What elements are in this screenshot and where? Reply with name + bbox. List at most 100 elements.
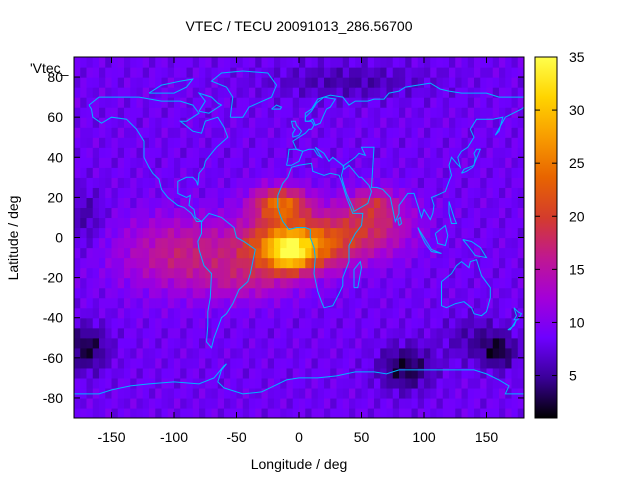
heatmap-cell xyxy=(111,157,119,168)
heatmap-cell xyxy=(80,277,88,289)
heatmap-cell xyxy=(411,337,419,349)
heatmap-cell xyxy=(92,337,100,349)
heatmap-cell xyxy=(411,237,419,249)
heatmap-cell xyxy=(411,107,419,118)
heatmap-cell xyxy=(280,97,288,108)
heatmap-cell xyxy=(249,237,256,249)
heatmap-cell xyxy=(242,247,250,259)
heatmap-cell xyxy=(274,147,281,158)
heatmap-cell xyxy=(261,147,269,158)
heatmap-cell xyxy=(261,77,269,88)
heatmap-cell xyxy=(136,147,144,158)
heatmap-cell xyxy=(105,97,113,108)
heatmap-cell xyxy=(349,327,356,339)
heatmap-cell xyxy=(149,77,156,88)
heatmap-cell xyxy=(92,297,100,309)
heatmap-cell xyxy=(380,317,388,329)
heatmap-cell xyxy=(386,357,394,369)
heatmap-cell xyxy=(80,107,88,118)
heatmap-cell xyxy=(486,237,494,249)
heatmap-cell xyxy=(336,287,344,299)
heatmap-cell xyxy=(136,137,144,148)
heatmap-cell xyxy=(424,317,431,329)
heatmap-cell xyxy=(74,367,81,379)
heatmap-cell xyxy=(255,277,263,289)
heatmap-cell xyxy=(142,267,150,279)
heatmap-cell xyxy=(211,207,219,219)
heatmap-cell xyxy=(267,67,275,78)
heatmap-cell xyxy=(299,207,306,219)
heatmap-cell xyxy=(274,287,281,299)
heatmap-cell xyxy=(361,367,369,379)
heatmap-cell xyxy=(442,187,450,198)
heatmap-cell xyxy=(411,97,419,108)
heatmap-cell xyxy=(105,407,113,418)
heatmap-cell xyxy=(417,287,425,299)
heatmap-cell xyxy=(317,127,325,138)
heatmap-cell xyxy=(167,377,175,389)
heatmap-cell xyxy=(111,57,119,68)
heatmap-cell xyxy=(92,327,100,339)
heatmap-cell xyxy=(211,237,219,249)
heatmap-cell xyxy=(124,357,131,369)
heatmap-cell xyxy=(299,287,306,299)
heatmap-cell xyxy=(455,137,463,148)
heatmap-cell xyxy=(311,127,319,138)
heatmap-cell xyxy=(292,137,300,148)
colorbar-tick-label: 15 xyxy=(569,261,585,277)
heatmap-cell xyxy=(411,77,419,88)
heatmap-cell xyxy=(99,227,106,239)
heatmap-cell xyxy=(342,197,350,209)
heatmap-cell xyxy=(386,387,394,399)
heatmap-cell xyxy=(255,297,263,309)
heatmap-cell xyxy=(505,217,513,229)
heatmap-cell xyxy=(330,177,338,188)
heatmap-cell xyxy=(199,97,206,108)
heatmap-cell xyxy=(330,407,338,418)
heatmap-cell xyxy=(480,197,488,209)
heatmap-cell xyxy=(199,227,206,239)
heatmap-cell xyxy=(367,277,375,289)
heatmap-cell xyxy=(417,397,425,409)
heatmap-cell xyxy=(161,217,169,229)
heatmap-cell xyxy=(374,407,381,418)
heatmap-cell xyxy=(305,157,313,168)
heatmap-cell xyxy=(517,147,524,158)
heatmap-cell xyxy=(242,377,250,389)
heatmap-cell xyxy=(474,107,481,118)
heatmap-cell xyxy=(74,67,81,78)
heatmap-cell xyxy=(442,97,450,108)
heatmap-cell xyxy=(380,147,388,158)
heatmap-cell xyxy=(142,147,150,158)
heatmap-cell xyxy=(305,387,313,399)
heatmap-cell xyxy=(467,117,475,128)
heatmap-cell xyxy=(199,77,206,88)
heatmap-cell xyxy=(199,197,206,209)
heatmap-cell xyxy=(474,347,481,359)
heatmap-cell xyxy=(486,257,494,269)
heatmap-cell xyxy=(230,167,238,178)
heatmap-cell xyxy=(430,97,438,108)
heatmap-cell xyxy=(155,187,163,198)
heatmap-cell xyxy=(405,227,413,239)
heatmap-cell xyxy=(467,177,475,188)
heatmap-cell xyxy=(317,337,325,349)
heatmap-cell xyxy=(305,227,313,239)
heatmap-cell xyxy=(292,397,300,409)
heatmap-cell xyxy=(399,187,406,198)
heatmap-cell xyxy=(111,87,119,98)
heatmap-cell xyxy=(480,397,488,409)
heatmap-cell xyxy=(74,227,81,239)
heatmap-cell xyxy=(380,97,388,108)
heatmap-cell xyxy=(430,57,438,68)
heatmap-cell xyxy=(499,297,506,309)
heatmap-cell xyxy=(174,67,181,78)
heatmap-cell xyxy=(511,127,519,138)
heatmap-cell xyxy=(261,307,269,319)
heatmap-cell xyxy=(355,327,363,339)
heatmap-cell xyxy=(411,117,419,128)
heatmap-cell xyxy=(336,167,344,178)
heatmap-cell xyxy=(292,207,300,219)
heatmap-cell xyxy=(480,207,488,219)
heatmap-cell xyxy=(205,267,213,279)
